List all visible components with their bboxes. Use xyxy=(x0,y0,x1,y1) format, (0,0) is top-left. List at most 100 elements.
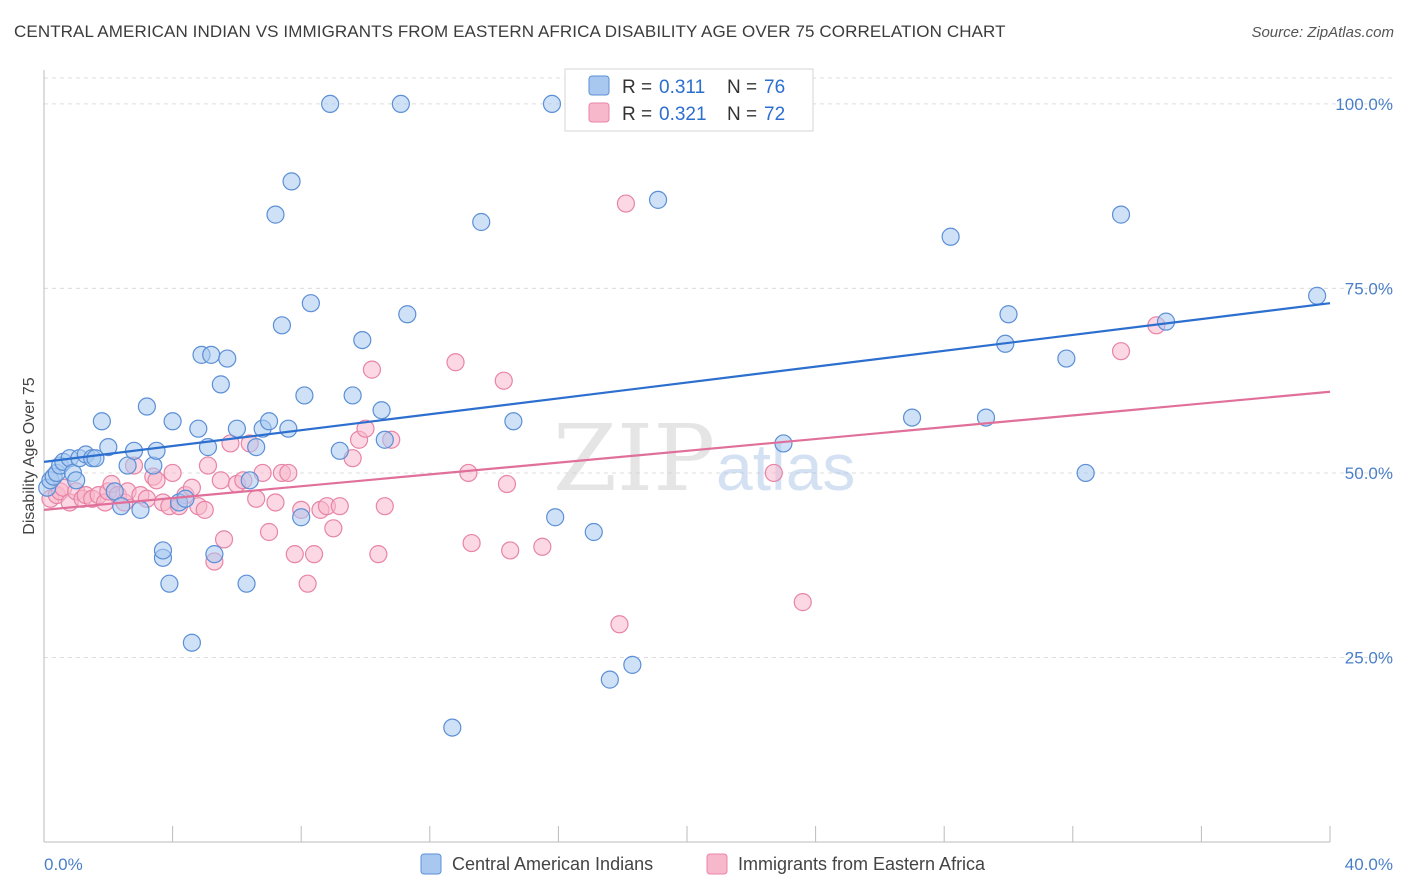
data-point xyxy=(494,371,513,390)
data-point xyxy=(176,489,195,508)
data-point xyxy=(391,94,410,114)
legend-r-label-pink: R = xyxy=(622,104,652,125)
legend-n-label-blue: N = xyxy=(727,77,757,98)
data-point xyxy=(398,305,417,324)
trend-lines xyxy=(43,302,1331,511)
data-point xyxy=(459,463,478,483)
data-point xyxy=(324,519,343,538)
data-point xyxy=(292,508,311,527)
data-point xyxy=(616,194,636,213)
y-tick-label: 25.0% xyxy=(1345,648,1393,667)
data-point xyxy=(542,94,562,114)
legend-swatch-pink xyxy=(588,102,610,123)
data-point xyxy=(546,508,565,527)
data-point xyxy=(497,474,517,494)
y-tick-label: 100.0% xyxy=(1335,95,1393,114)
watermark-zip: ZIP xyxy=(553,405,715,512)
data-point xyxy=(793,593,812,612)
data-point xyxy=(584,522,603,542)
data-point xyxy=(623,655,642,674)
data-point xyxy=(160,574,179,593)
data-point xyxy=(764,463,783,483)
x-ticks xyxy=(43,826,1331,842)
data-point xyxy=(362,360,382,379)
data-point xyxy=(648,190,668,209)
y-tick-label: 75.0% xyxy=(1345,279,1393,298)
data-point xyxy=(67,471,86,490)
data-point xyxy=(195,500,214,519)
data-point xyxy=(227,419,246,438)
data-point xyxy=(147,471,166,490)
data-point xyxy=(279,419,298,438)
trend-line-blue xyxy=(43,302,1331,463)
series-central-american-indians xyxy=(38,94,1327,737)
data-point xyxy=(240,471,259,490)
data-point xyxy=(211,471,230,490)
data-point xyxy=(353,330,372,350)
legend-r-value-blue: 0.311 xyxy=(659,77,705,98)
data-point xyxy=(1057,349,1076,368)
data-point xyxy=(941,227,960,246)
data-point xyxy=(285,545,304,564)
data-point xyxy=(259,522,279,542)
data-point xyxy=(137,397,156,416)
data-point xyxy=(182,633,201,652)
data-point xyxy=(504,412,523,431)
data-point xyxy=(501,541,520,560)
data-point xyxy=(472,212,491,232)
y-axis-title: Disability Age Over 75 xyxy=(21,377,38,535)
data-point xyxy=(462,533,481,553)
data-point xyxy=(112,497,131,516)
data-point xyxy=(211,375,230,394)
x-tick-label-min: 0.0% xyxy=(44,855,83,874)
data-point xyxy=(372,401,391,420)
data-point xyxy=(189,419,208,438)
legend-n-label-pink: N = xyxy=(727,104,757,125)
data-point xyxy=(205,545,224,564)
data-point xyxy=(282,172,301,191)
data-point xyxy=(369,545,388,564)
data-point xyxy=(1076,463,1095,483)
trend-line-pink xyxy=(43,390,1331,511)
chart-title: CENTRAL AMERICAN INDIAN VS IMMIGRANTS FR… xyxy=(14,22,1006,41)
data-point xyxy=(163,463,182,483)
y-tick-labels: 25.0% 50.0% 75.0% 100.0% xyxy=(1335,95,1393,668)
data-point xyxy=(259,412,279,431)
data-point xyxy=(533,537,552,556)
y-tick-label: 50.0% xyxy=(1345,464,1393,483)
data-point xyxy=(218,349,237,368)
legend-r-value-pink: 0.321 xyxy=(659,104,707,125)
data-point xyxy=(999,305,1018,324)
data-point xyxy=(1308,286,1327,305)
legend-r-label-blue: R = xyxy=(622,77,652,98)
series-legend: Central American Indians Immigrants from… xyxy=(420,853,986,875)
data-point xyxy=(443,718,462,737)
data-point xyxy=(202,345,221,364)
data-point xyxy=(1111,342,1131,361)
data-point xyxy=(446,353,465,372)
bottom-legend-swatch-blue xyxy=(420,853,442,875)
data-point xyxy=(375,430,394,449)
data-point xyxy=(144,456,163,475)
bottom-legend-label-pink: Immigrants from Eastern Africa xyxy=(738,854,986,874)
data-point xyxy=(198,456,218,475)
data-point xyxy=(976,408,996,427)
data-point xyxy=(330,497,349,516)
data-point xyxy=(279,463,298,483)
data-point xyxy=(247,438,266,457)
bottom-legend-swatch-pink xyxy=(706,853,728,875)
data-point xyxy=(304,545,324,564)
data-point xyxy=(330,441,349,460)
data-point xyxy=(600,670,619,689)
data-point xyxy=(321,94,340,114)
data-point xyxy=(356,419,375,438)
data-point xyxy=(214,530,234,549)
legend-n-value-pink: 72 xyxy=(764,104,785,125)
data-point xyxy=(237,574,256,593)
data-point xyxy=(266,493,285,512)
data-point xyxy=(902,408,922,427)
data-point xyxy=(247,489,266,508)
data-point xyxy=(272,316,292,335)
data-point xyxy=(295,386,314,405)
